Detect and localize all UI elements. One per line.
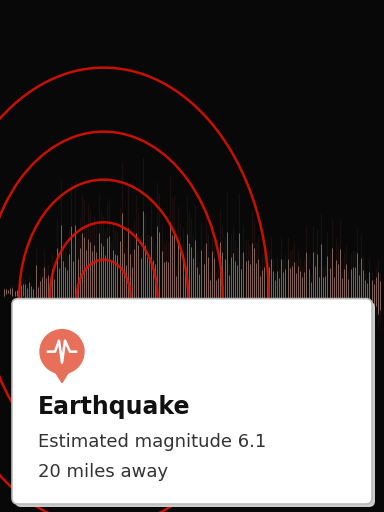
Text: Earthquake: Earthquake <box>38 395 190 419</box>
Circle shape <box>40 330 84 374</box>
FancyBboxPatch shape <box>15 302 375 507</box>
Text: Estimated magnitude 6.1: Estimated magnitude 6.1 <box>38 433 266 451</box>
FancyBboxPatch shape <box>12 298 372 504</box>
Polygon shape <box>52 367 72 382</box>
Text: 20 miles away: 20 miles away <box>38 463 168 481</box>
